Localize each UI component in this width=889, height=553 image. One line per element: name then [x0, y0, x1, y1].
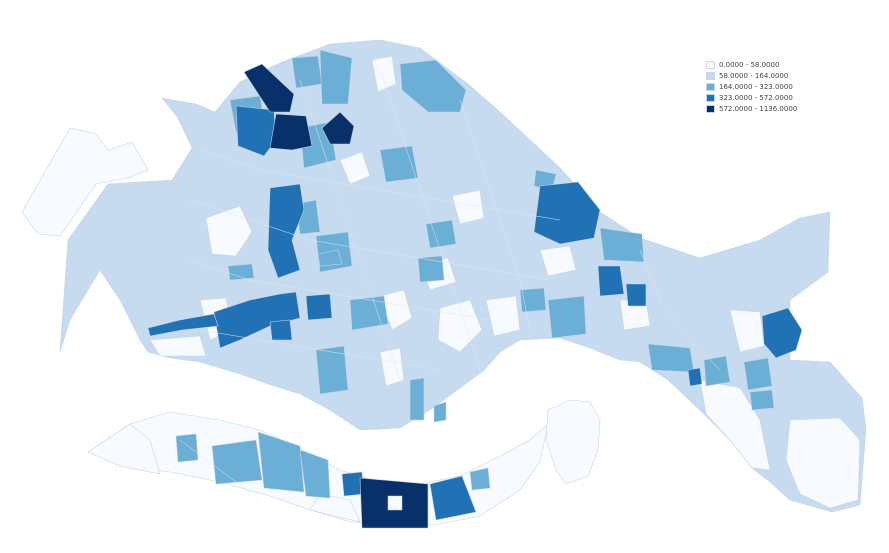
legend-label: 323.0000 - 572.0000: [719, 94, 793, 102]
island-main: [59, 39, 867, 513]
island-tronchetto-west: [21, 127, 149, 237]
class-4-sections: [147, 105, 803, 521]
legend-label: 572.0000 - 1136.0000: [719, 105, 798, 113]
legend-swatch: [706, 105, 715, 113]
legend-swatch: [706, 61, 715, 69]
class-3-sections: [175, 49, 775, 499]
legend-label: 164.0000 - 323.0000: [719, 83, 793, 91]
legend-row: 58.0000 - 164.0000: [706, 71, 797, 81]
parcel-seams: [179, 69, 721, 501]
legend-row: 164.0000 - 323.0000: [706, 82, 797, 92]
legend-swatch: [706, 94, 715, 102]
courtyard: [387, 495, 403, 511]
legend-swatch: [706, 72, 715, 80]
legend: 0.0000 - 58.0000 58.0000 - 164.0000 164.…: [706, 60, 797, 115]
legend-row: 572.0000 - 1136.0000: [706, 104, 797, 114]
legend-label: 58.0000 - 164.0000: [719, 72, 789, 80]
legend-row: 0.0000 - 58.0000: [706, 60, 797, 70]
island-san-giorgio: [545, 399, 601, 485]
legend-swatch: [706, 83, 715, 91]
legend-label: 0.0000 - 58.0000: [719, 61, 780, 69]
legend-row: 323.0000 - 572.0000: [706, 93, 797, 103]
class-5-sections: [243, 63, 429, 529]
